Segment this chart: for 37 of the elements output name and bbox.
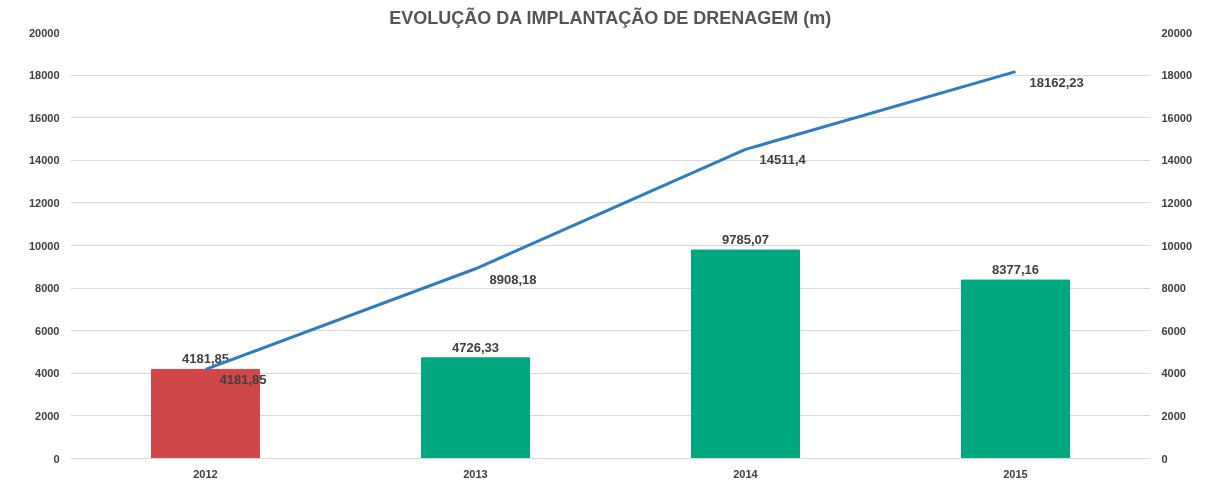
- y2-tick-label: 0: [1161, 452, 1168, 465]
- y2-tick-label: 6000: [1161, 324, 1186, 337]
- y-tick-label: 0: [53, 452, 60, 465]
- x-tick-label: 2014: [733, 467, 759, 480]
- y-tick-label: 4000: [35, 367, 60, 380]
- x-tick-label: 2013: [463, 467, 488, 480]
- data-label: 4726,33: [452, 339, 499, 355]
- chart-title: EVOLUÇÃO DA IMPLANTAÇÃO DE DRENAGEM (m): [389, 6, 832, 28]
- data-label: 8908,18: [489, 271, 537, 287]
- y-tick-label: 14000: [28, 154, 60, 167]
- y2-tick-label: 10000: [1161, 239, 1193, 252]
- y2-tick-label: 20000: [1161, 26, 1193, 39]
- y-tick-label: 6000: [35, 324, 60, 337]
- y-tick-label: 18000: [28, 69, 60, 82]
- y-tick-label: 20000: [28, 26, 60, 39]
- data-label: 9785,07: [722, 232, 769, 248]
- y2-tick-label: 2000: [1161, 409, 1186, 422]
- y2-tick-label: 12000: [1161, 196, 1193, 209]
- y-tick-label: 8000: [35, 282, 60, 295]
- y-tick-label: 16000: [28, 111, 60, 124]
- data-label: 4181,85: [182, 351, 229, 367]
- y-tick-label: 10000: [28, 239, 60, 252]
- data-label: 8377,16: [992, 262, 1039, 278]
- bar: [421, 357, 530, 459]
- bar: [961, 279, 1070, 459]
- y2-tick-label: 16000: [1161, 111, 1193, 124]
- x-tick-label: 2012: [193, 467, 218, 480]
- y2-tick-label: 4000: [1161, 367, 1186, 380]
- data-label: 18162,23: [1029, 74, 1084, 90]
- x-tick-label: 2015: [1003, 467, 1028, 480]
- bar: [691, 249, 800, 459]
- y-tick-label: 2000: [35, 409, 60, 422]
- y2-tick-label: 8000: [1161, 282, 1186, 295]
- y2-tick-label: 14000: [1161, 154, 1193, 167]
- y2-tick-label: 18000: [1161, 69, 1193, 82]
- y-tick-label: 12000: [28, 196, 60, 209]
- data-label: 14511,4: [759, 152, 807, 168]
